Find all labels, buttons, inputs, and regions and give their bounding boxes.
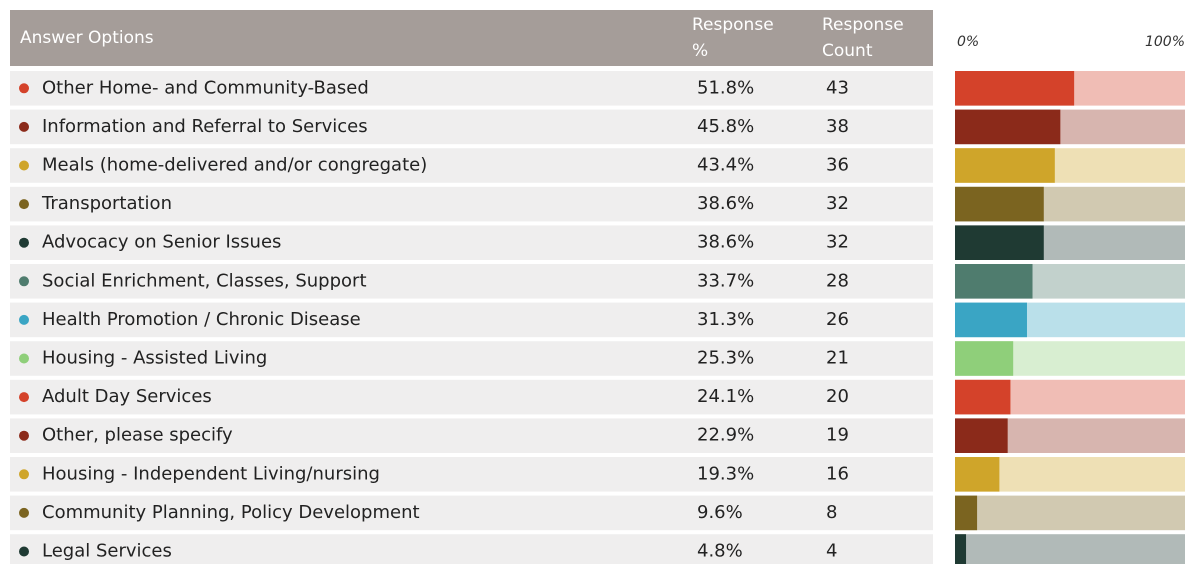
row-bg xyxy=(10,109,933,145)
column-header-box: Response % xyxy=(692,15,774,61)
answer-label: Community Planning, Policy Development xyxy=(42,502,420,523)
row-bg xyxy=(10,71,933,106)
row-bg xyxy=(10,379,933,415)
answer-label: Other, please specify xyxy=(42,425,233,446)
percent-label: 38.6% xyxy=(697,232,754,253)
bar xyxy=(955,457,1000,492)
row-dot xyxy=(19,353,29,364)
bar xyxy=(955,495,978,531)
answer-label: Other Home- and Community-Based xyxy=(42,77,369,98)
column-header: Answer Options xyxy=(20,28,154,48)
answer-label: Advocacy on Senior Issues xyxy=(42,232,281,253)
count-label: 32 xyxy=(826,193,849,214)
answer-label: Health Promotion / Chronic Disease xyxy=(42,309,361,330)
percent-label: 24.1% xyxy=(697,386,754,407)
column-header: Response % xyxy=(692,15,774,61)
bar xyxy=(955,379,1011,415)
percent-label: 38.6% xyxy=(697,193,754,214)
answer-label: Adult Day Services xyxy=(42,386,212,407)
row-dot xyxy=(19,392,29,403)
answer-label: Housing - Independent Living/nursing xyxy=(42,463,380,484)
bar xyxy=(955,225,1044,260)
bar-track xyxy=(955,495,1185,531)
percent-label: 33.7% xyxy=(697,270,754,291)
row-dot xyxy=(19,507,29,518)
row-dot xyxy=(19,546,29,557)
count-label: 19 xyxy=(826,425,849,446)
count-label: 26 xyxy=(826,309,849,330)
percent-label: 43.4% xyxy=(697,155,754,176)
row-dot xyxy=(19,314,29,325)
count-label: 8 xyxy=(826,502,837,523)
bar xyxy=(955,148,1055,183)
percent-label: 51.8% xyxy=(697,77,754,98)
count-label: 36 xyxy=(826,155,849,176)
count-label: 32 xyxy=(826,232,849,253)
answer-label: Housing - Assisted Living xyxy=(42,348,267,369)
count-label: 16 xyxy=(826,463,849,484)
column-header: Response Count xyxy=(822,15,904,61)
bar xyxy=(955,534,967,568)
count-label: 43 xyxy=(826,77,849,98)
row-bg xyxy=(10,264,933,299)
percent-label: 19.3% xyxy=(697,463,754,484)
bar xyxy=(955,186,1044,222)
percent-label: 25.3% xyxy=(697,348,754,369)
answer-label: Legal Services xyxy=(42,541,172,562)
header-bg xyxy=(10,10,933,66)
row-bg xyxy=(10,495,933,531)
row-dot xyxy=(19,160,29,171)
row-bg xyxy=(10,225,933,260)
bar xyxy=(955,109,1061,145)
percent-label: 4.8% xyxy=(697,541,743,562)
count-label: 21 xyxy=(826,348,849,369)
row-dot xyxy=(19,237,29,248)
count-label: 20 xyxy=(826,386,849,407)
bar xyxy=(955,71,1075,106)
bar-track xyxy=(955,534,1185,568)
row-bg xyxy=(10,186,933,222)
row-bg xyxy=(10,341,933,376)
bar xyxy=(955,341,1014,376)
row-bg xyxy=(10,302,933,338)
row-dot xyxy=(19,276,29,287)
row-bg xyxy=(10,534,933,568)
count-label: 28 xyxy=(826,270,849,291)
count-label: 4 xyxy=(826,541,837,562)
count-label: 38 xyxy=(826,116,849,137)
bar xyxy=(955,264,1033,299)
column-header-box: Response Count xyxy=(822,15,904,61)
row-bg xyxy=(10,418,933,453)
row-dot xyxy=(19,121,29,132)
row-dot xyxy=(19,199,29,210)
answer-label: Information and Referral to Services xyxy=(42,116,368,137)
answer-label: Transportation xyxy=(41,193,172,214)
row-bg xyxy=(10,457,933,492)
answer-label: Social Enrichment, Classes, Support xyxy=(42,270,367,291)
row-dot xyxy=(19,430,29,441)
percent-label: 45.8% xyxy=(697,116,754,137)
row-dot xyxy=(19,469,29,480)
percent-label: 31.3% xyxy=(697,309,754,330)
percent-label: 9.6% xyxy=(697,502,743,523)
answer-label: Meals (home-delivered and/or congregate) xyxy=(42,155,427,176)
bar xyxy=(955,418,1008,453)
percent-label: 22.9% xyxy=(697,425,754,446)
row-dot xyxy=(19,83,29,94)
x-tick-label: 100% xyxy=(1145,34,1185,50)
bar xyxy=(955,302,1027,338)
x-tick-label: 0% xyxy=(957,34,979,50)
row-bg xyxy=(10,148,933,183)
